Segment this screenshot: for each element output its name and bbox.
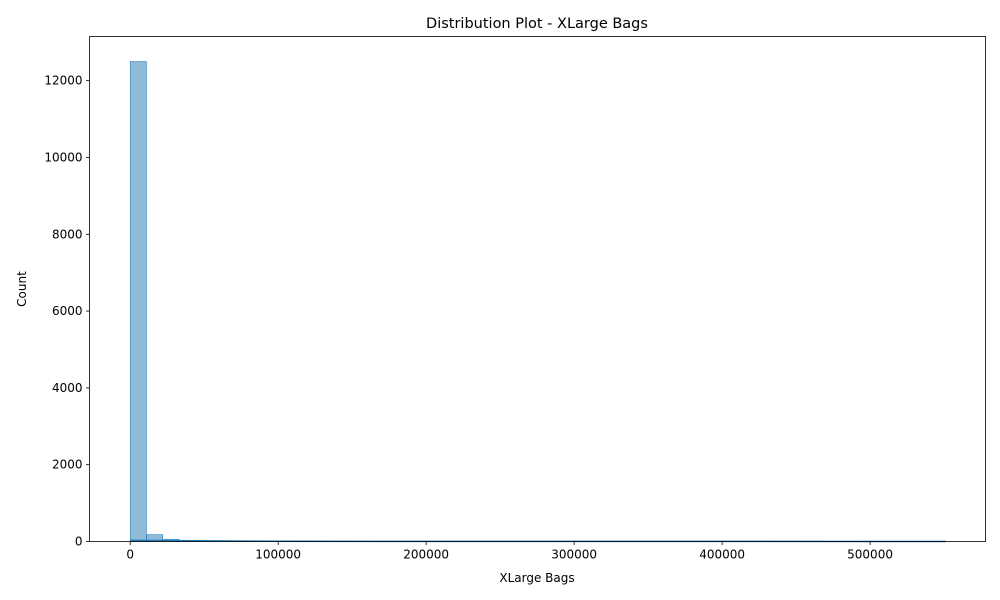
y-tick-label: 2000 (52, 458, 83, 472)
x-tick-label: 0 (126, 548, 134, 562)
y-tick-label: 12000 (44, 74, 82, 88)
x-tick-label: 300000 (551, 548, 597, 562)
x-tick-label: 400000 (699, 548, 745, 562)
x-tick-label: 500000 (847, 548, 893, 562)
y-axis: 0 2000 4000 6000 8000 10000 12000 (44, 74, 90, 549)
y-axis-label: Count (15, 271, 29, 307)
x-axis: 0 100000 200000 300000 400000 500000 (126, 541, 893, 562)
x-tick-label: 200000 (403, 548, 449, 562)
y-tick-label: 0 (75, 535, 83, 549)
y-tick-label: 10000 (44, 150, 82, 164)
y-tick-label: 6000 (52, 304, 83, 318)
plot-frame (89, 36, 986, 542)
chart-title: Distribution Plot - XLarge Bags (426, 16, 648, 32)
histogram-bar (129, 61, 147, 542)
plot-area (129, 61, 946, 543)
x-axis-label: XLarge Bags (499, 571, 574, 585)
y-tick-label: 8000 (52, 227, 83, 241)
x-tick-label: 100000 (255, 548, 301, 562)
y-tick-label: 4000 (52, 381, 83, 395)
